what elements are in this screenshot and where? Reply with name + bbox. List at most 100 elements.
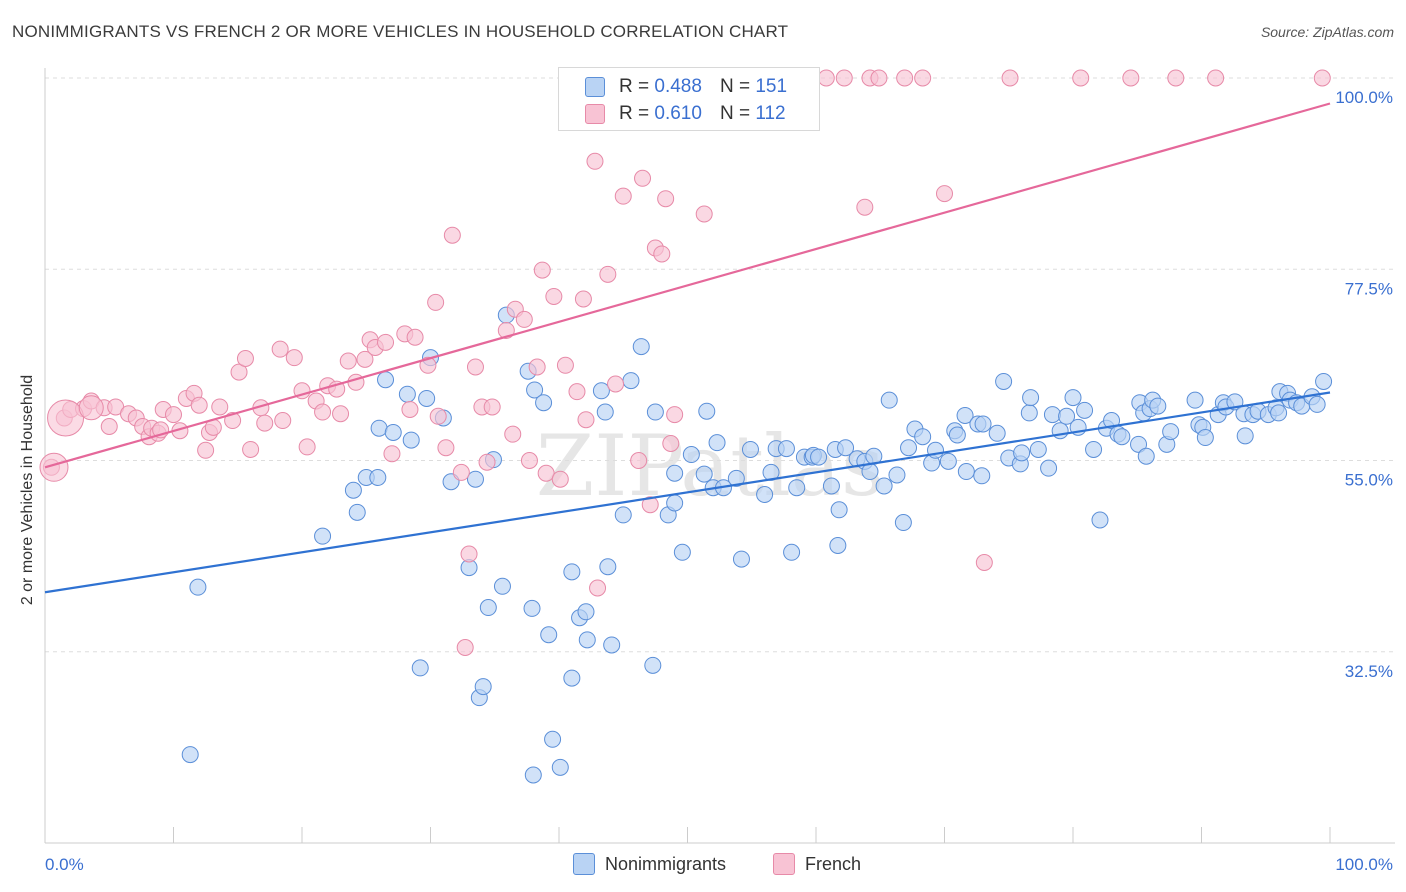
french-point xyxy=(230,363,248,381)
french-point xyxy=(274,412,292,430)
french-point xyxy=(190,396,208,414)
french-point xyxy=(936,185,953,203)
y-tick-label: 77.5% xyxy=(1345,279,1393,298)
french-point xyxy=(437,439,455,457)
nonimmigrants-point xyxy=(563,563,581,581)
nonimmigrants-point xyxy=(1020,404,1038,422)
french-point xyxy=(271,340,289,358)
nonimmigrants-point xyxy=(1236,427,1254,445)
nonimmigrants-point xyxy=(578,631,596,649)
nonimmigrants-point xyxy=(1013,444,1031,462)
r-label: R = xyxy=(619,76,650,97)
french-point-large xyxy=(78,395,104,421)
nonimmigrants-point xyxy=(829,537,847,554)
french-point xyxy=(1072,69,1090,87)
nonimmigrants-point xyxy=(348,503,366,521)
nonimmigrants-point xyxy=(1064,389,1082,407)
french-point xyxy=(314,403,332,421)
french-point xyxy=(332,405,350,423)
nonimmigrants-point xyxy=(1270,404,1288,422)
nonimmigrants-point xyxy=(1058,407,1076,425)
y-tick-label: 55.0% xyxy=(1345,471,1393,490)
nonimmigrants-point xyxy=(682,446,700,464)
nonimmigrants-point xyxy=(927,441,945,459)
french-point xyxy=(1313,69,1331,87)
nonimmigrants-point xyxy=(727,469,745,487)
correlation-legend: R = 0.488 N = 151 R = 0.610 N = 112 xyxy=(558,67,820,131)
blue-swatch xyxy=(573,853,595,875)
pink-swatch xyxy=(585,104,605,124)
french-point xyxy=(456,639,474,656)
nonimmigrants-point xyxy=(666,464,684,482)
nonimmigrants-point xyxy=(1162,423,1180,441)
nonimmigrants-point xyxy=(599,558,617,576)
french-point xyxy=(401,401,419,418)
french-point xyxy=(466,358,484,376)
nonimmigrants-point xyxy=(830,501,848,519)
french-point xyxy=(443,226,461,244)
french-point xyxy=(568,383,586,401)
nonimmigrants-point xyxy=(479,599,497,617)
nonimmigrants-point xyxy=(377,371,395,389)
french-point xyxy=(537,464,555,482)
nonimmigrants-point xyxy=(988,424,1006,442)
n-label: N = xyxy=(719,103,751,124)
french-point xyxy=(634,169,652,187)
nonimmigrants-point xyxy=(1103,412,1121,430)
nonimmigrants-point xyxy=(644,656,662,674)
nonimmigrants-point xyxy=(666,494,684,512)
nonimmigrants-point xyxy=(370,419,388,437)
french-point xyxy=(478,453,496,471)
n-label: N = xyxy=(719,76,751,97)
nonimmigrants-point xyxy=(1137,447,1155,465)
nonimmigrants-point xyxy=(596,403,614,421)
french-point xyxy=(545,287,563,305)
french-point xyxy=(657,190,675,208)
nonimmigrants-point xyxy=(957,463,975,481)
nonimmigrants-point xyxy=(369,469,387,486)
nonimmigrants-point xyxy=(544,730,562,748)
french-point xyxy=(1122,69,1140,87)
nonimmigrants-point xyxy=(1091,511,1109,529)
nonimmigrants-point xyxy=(956,406,974,424)
french-point xyxy=(356,350,374,368)
french-point xyxy=(914,69,932,87)
nonimmigrants-point xyxy=(524,766,542,784)
nonimmigrants-point xyxy=(411,659,429,677)
nonimmigrants-point xyxy=(603,636,621,654)
french-point xyxy=(556,356,574,374)
french-point xyxy=(835,69,853,87)
y-tick-label: 32.5% xyxy=(1345,662,1393,681)
french-point xyxy=(975,554,993,571)
nonimmigrants-point xyxy=(1076,401,1094,419)
nonimmigrants-point xyxy=(695,465,713,483)
nonimmigrants-point xyxy=(540,626,558,644)
french-point xyxy=(574,290,592,308)
french-point xyxy=(662,435,680,452)
nonimmigrants-point xyxy=(189,578,207,596)
nonimmigrants-point xyxy=(810,448,828,466)
french-point xyxy=(896,69,914,87)
nonimmigrants-point xyxy=(1196,429,1214,447)
french-point xyxy=(695,205,713,223)
french-point xyxy=(589,579,607,597)
french-point xyxy=(504,425,522,443)
nonimmigrants-point xyxy=(493,577,511,595)
r-value: 0.610 xyxy=(654,103,702,124)
french-point xyxy=(224,412,242,430)
nonimmigrants-point xyxy=(1029,440,1047,458)
nonimmigrants-point xyxy=(894,514,912,532)
french-point xyxy=(236,350,254,367)
french-point xyxy=(242,440,260,458)
french-point xyxy=(641,496,659,514)
nonimmigrants-point xyxy=(900,439,918,457)
french-point xyxy=(1167,69,1185,87)
french-point xyxy=(817,69,835,87)
nonimmigrants-point xyxy=(783,543,801,561)
bottom-legend-nonimmigrants: Nonimmigrants xyxy=(573,851,726,877)
french-point xyxy=(856,198,874,216)
watermark: ZIPatlas xyxy=(536,417,884,515)
nonimmigrants-point xyxy=(1186,391,1204,409)
nonimmigrants-point xyxy=(875,477,893,495)
nonimmigrants-point xyxy=(788,479,806,497)
